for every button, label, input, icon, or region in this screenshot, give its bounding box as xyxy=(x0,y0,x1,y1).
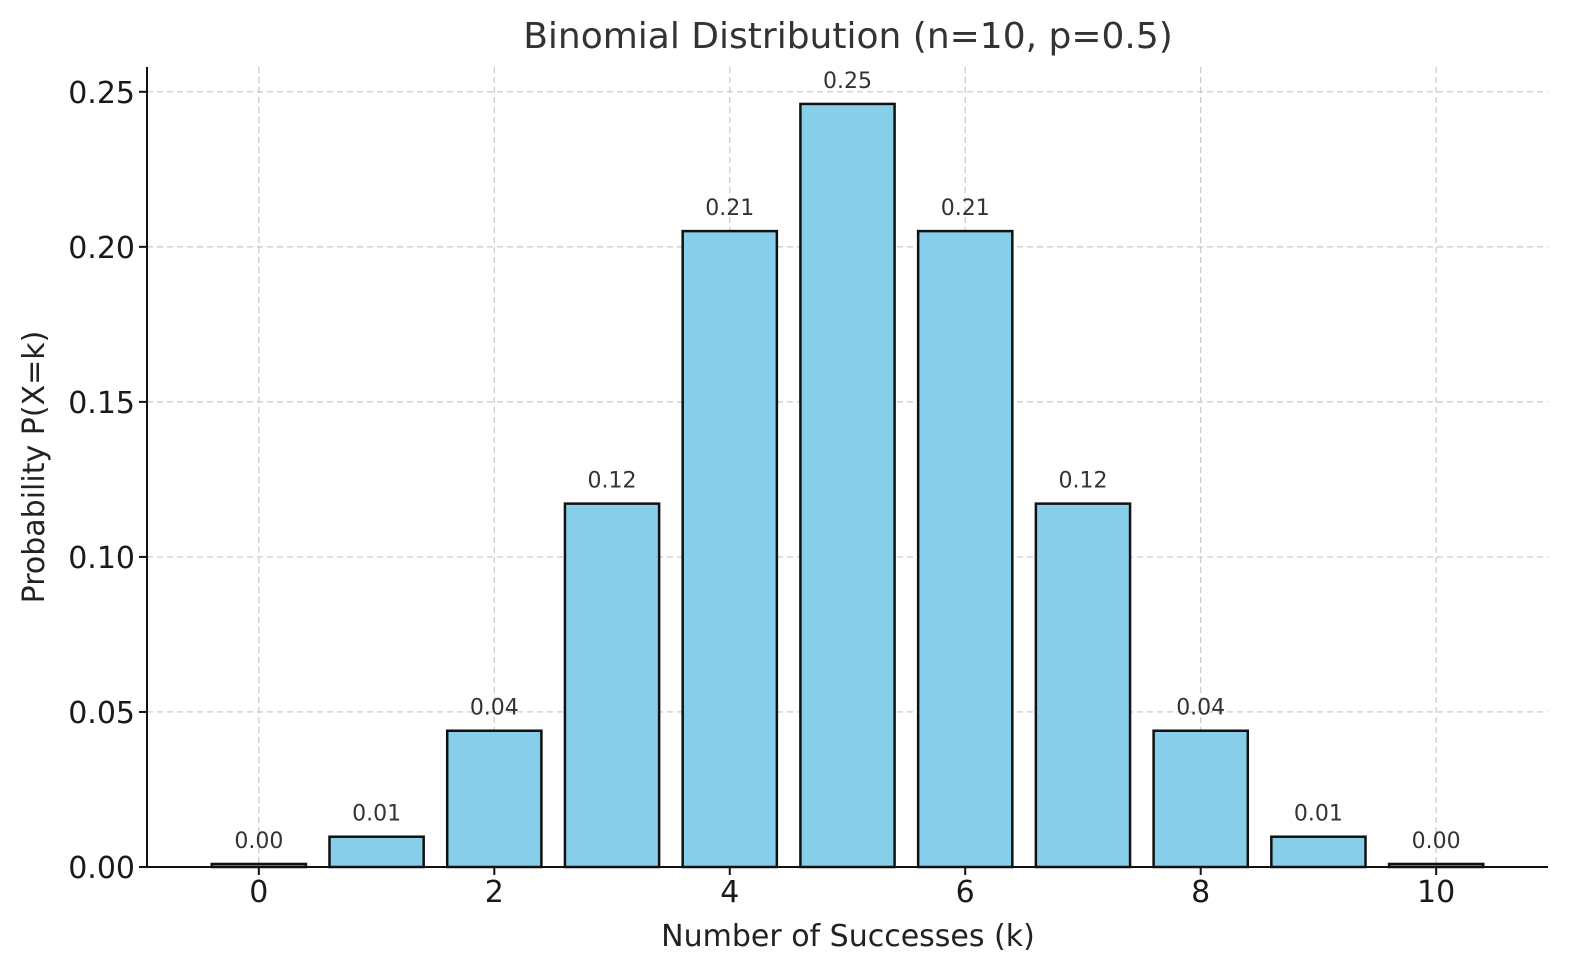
data-label-k-6: 0.21 xyxy=(941,196,990,221)
data-labels: 0.00 0.01 0.04 0.12 0.21 0.25 0.21 0.12 0.04 0.01… xyxy=(234,69,1460,854)
x-tick-label: 2 xyxy=(485,875,504,910)
bar-k-8 xyxy=(1152,729,1250,869)
data-label-k-8: 0.04 xyxy=(1176,696,1225,721)
data-label-k-3: 0.12 xyxy=(588,469,637,494)
bar-k-6 xyxy=(916,229,1014,869)
x-axis-label: Number of Successes (k) xyxy=(661,919,1035,954)
data-label-k-10: 0.00 xyxy=(1412,829,1461,854)
y-tick-label: 0.10 xyxy=(68,541,135,576)
bar-k-9 xyxy=(1270,835,1367,869)
data-label-k-1: 0.01 xyxy=(352,802,401,827)
y-axis-label: Probability P(X=k) xyxy=(17,331,52,604)
data-label-k-9: 0.01 xyxy=(1294,802,1343,827)
bar-k-3 xyxy=(563,502,661,869)
chart-title: Binomial Distribution (n=10, p=0.5) xyxy=(523,16,1173,57)
y-tick-label: 0.00 xyxy=(68,851,135,886)
y-tick-label: 0.25 xyxy=(68,76,135,111)
bar-k-4 xyxy=(681,229,779,869)
bar-k-1 xyxy=(328,835,425,869)
y-tick-label: 0.20 xyxy=(68,231,135,266)
bar-k-5 xyxy=(799,102,896,869)
data-label-k-4: 0.21 xyxy=(705,196,754,221)
x-tick-label: 0 xyxy=(249,875,268,910)
data-label-k-0: 0.00 xyxy=(234,829,283,854)
x-tick-label: 10 xyxy=(1417,875,1455,910)
x-tick-label: 4 xyxy=(720,875,739,910)
bar-k-2 xyxy=(445,729,543,869)
data-label-k-7: 0.12 xyxy=(1058,469,1107,494)
data-label-k-5: 0.25 xyxy=(823,69,872,94)
axes: 0.00 0.05 0.10 0.15 0.20 0.25 0 2 4 6 8 10 xyxy=(68,67,1548,910)
bars xyxy=(210,102,1485,869)
x-tick-label: 6 xyxy=(956,875,975,910)
bar-k-7 xyxy=(1034,502,1132,869)
y-tick-label: 0.15 xyxy=(68,386,135,421)
data-label-k-2: 0.04 xyxy=(470,696,519,721)
y-tick-label: 0.05 xyxy=(68,696,135,731)
x-tick-label: 8 xyxy=(1191,875,1210,910)
